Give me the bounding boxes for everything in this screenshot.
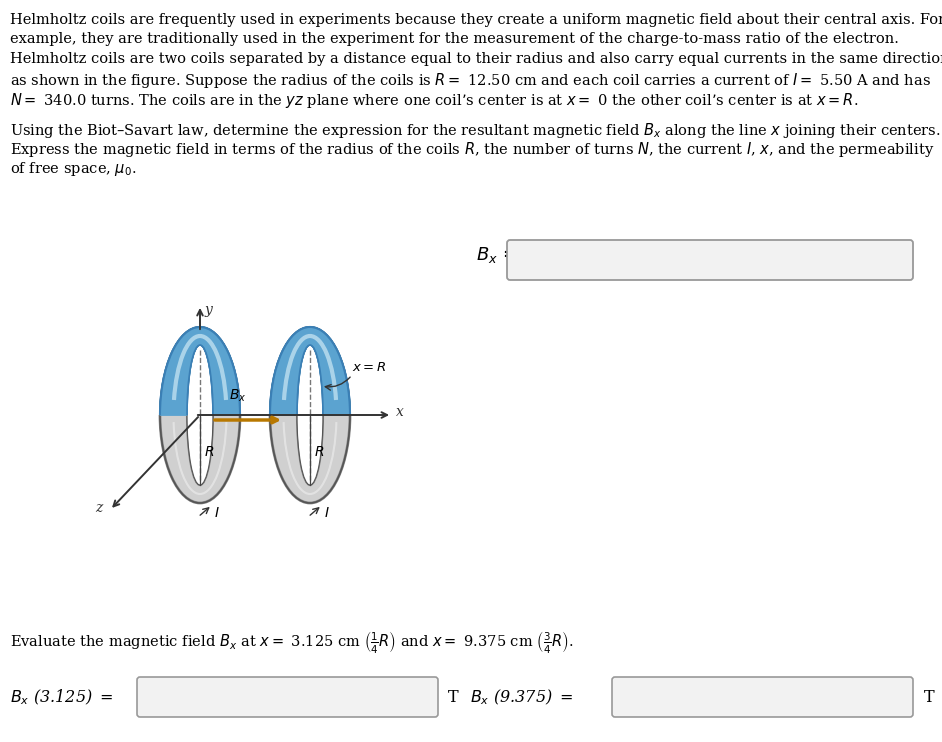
Polygon shape bbox=[270, 415, 350, 503]
Text: as shown in the figure. Suppose the radius of the coils is $R = $ 12.50 cm and e: as shown in the figure. Suppose the radi… bbox=[10, 71, 931, 91]
Text: of free space, $\mu_0$.: of free space, $\mu_0$. bbox=[10, 160, 137, 177]
Text: $I$: $I$ bbox=[324, 506, 330, 520]
Text: $\boldsymbol{B_x}$ (9.375) $=$: $\boldsymbol{B_x}$ (9.375) $=$ bbox=[470, 687, 574, 706]
Polygon shape bbox=[270, 327, 350, 415]
Text: $N = $ 340.0 turns. The coils are in the $yz$ plane where one coil’s center is a: $N = $ 340.0 turns. The coils are in the… bbox=[10, 91, 858, 110]
Text: Helmholtz coils are frequently used in experiments because they create a uniform: Helmholtz coils are frequently used in e… bbox=[10, 13, 942, 27]
Text: $R$: $R$ bbox=[314, 445, 324, 459]
FancyBboxPatch shape bbox=[507, 240, 913, 280]
Text: Helmholtz coils are two coils separated by a distance equal to their radius and : Helmholtz coils are two coils separated … bbox=[10, 52, 942, 66]
Text: $\boldsymbol{B_x}$ =: $\boldsymbol{B_x}$ = bbox=[476, 245, 518, 265]
Polygon shape bbox=[188, 346, 212, 484]
Text: T: T bbox=[924, 689, 934, 706]
Text: $R$: $R$ bbox=[204, 445, 215, 459]
Text: $I$: $I$ bbox=[214, 506, 219, 520]
Text: z: z bbox=[95, 501, 102, 515]
Text: Using the Biot–Savart law, determine the expression for the resultant magnetic f: Using the Biot–Savart law, determine the… bbox=[10, 120, 940, 139]
Text: example, they are traditionally used in the experiment for the measurement of th: example, they are traditionally used in … bbox=[10, 33, 899, 47]
Polygon shape bbox=[160, 327, 240, 415]
Text: Evaluate the magnetic field $B_x$ at $x = $ 3.125 cm $\left(\frac{1}{4}R\right)$: Evaluate the magnetic field $B_x$ at $x … bbox=[10, 630, 574, 656]
Text: T: T bbox=[448, 689, 459, 706]
FancyBboxPatch shape bbox=[612, 677, 913, 717]
Polygon shape bbox=[160, 415, 240, 503]
Text: $x = R$: $x = R$ bbox=[352, 361, 386, 374]
Polygon shape bbox=[298, 346, 322, 484]
Text: x: x bbox=[396, 405, 404, 419]
Text: Express the magnetic field in terms of the radius of the coils $R$, the number o: Express the magnetic field in terms of t… bbox=[10, 140, 934, 159]
Text: y: y bbox=[205, 303, 213, 317]
FancyBboxPatch shape bbox=[137, 677, 438, 717]
Text: $\boldsymbol{B_x}$ (3.125) $=$: $\boldsymbol{B_x}$ (3.125) $=$ bbox=[10, 687, 113, 706]
Polygon shape bbox=[160, 327, 240, 415]
Polygon shape bbox=[270, 327, 350, 415]
Text: $B_x$: $B_x$ bbox=[229, 387, 247, 404]
